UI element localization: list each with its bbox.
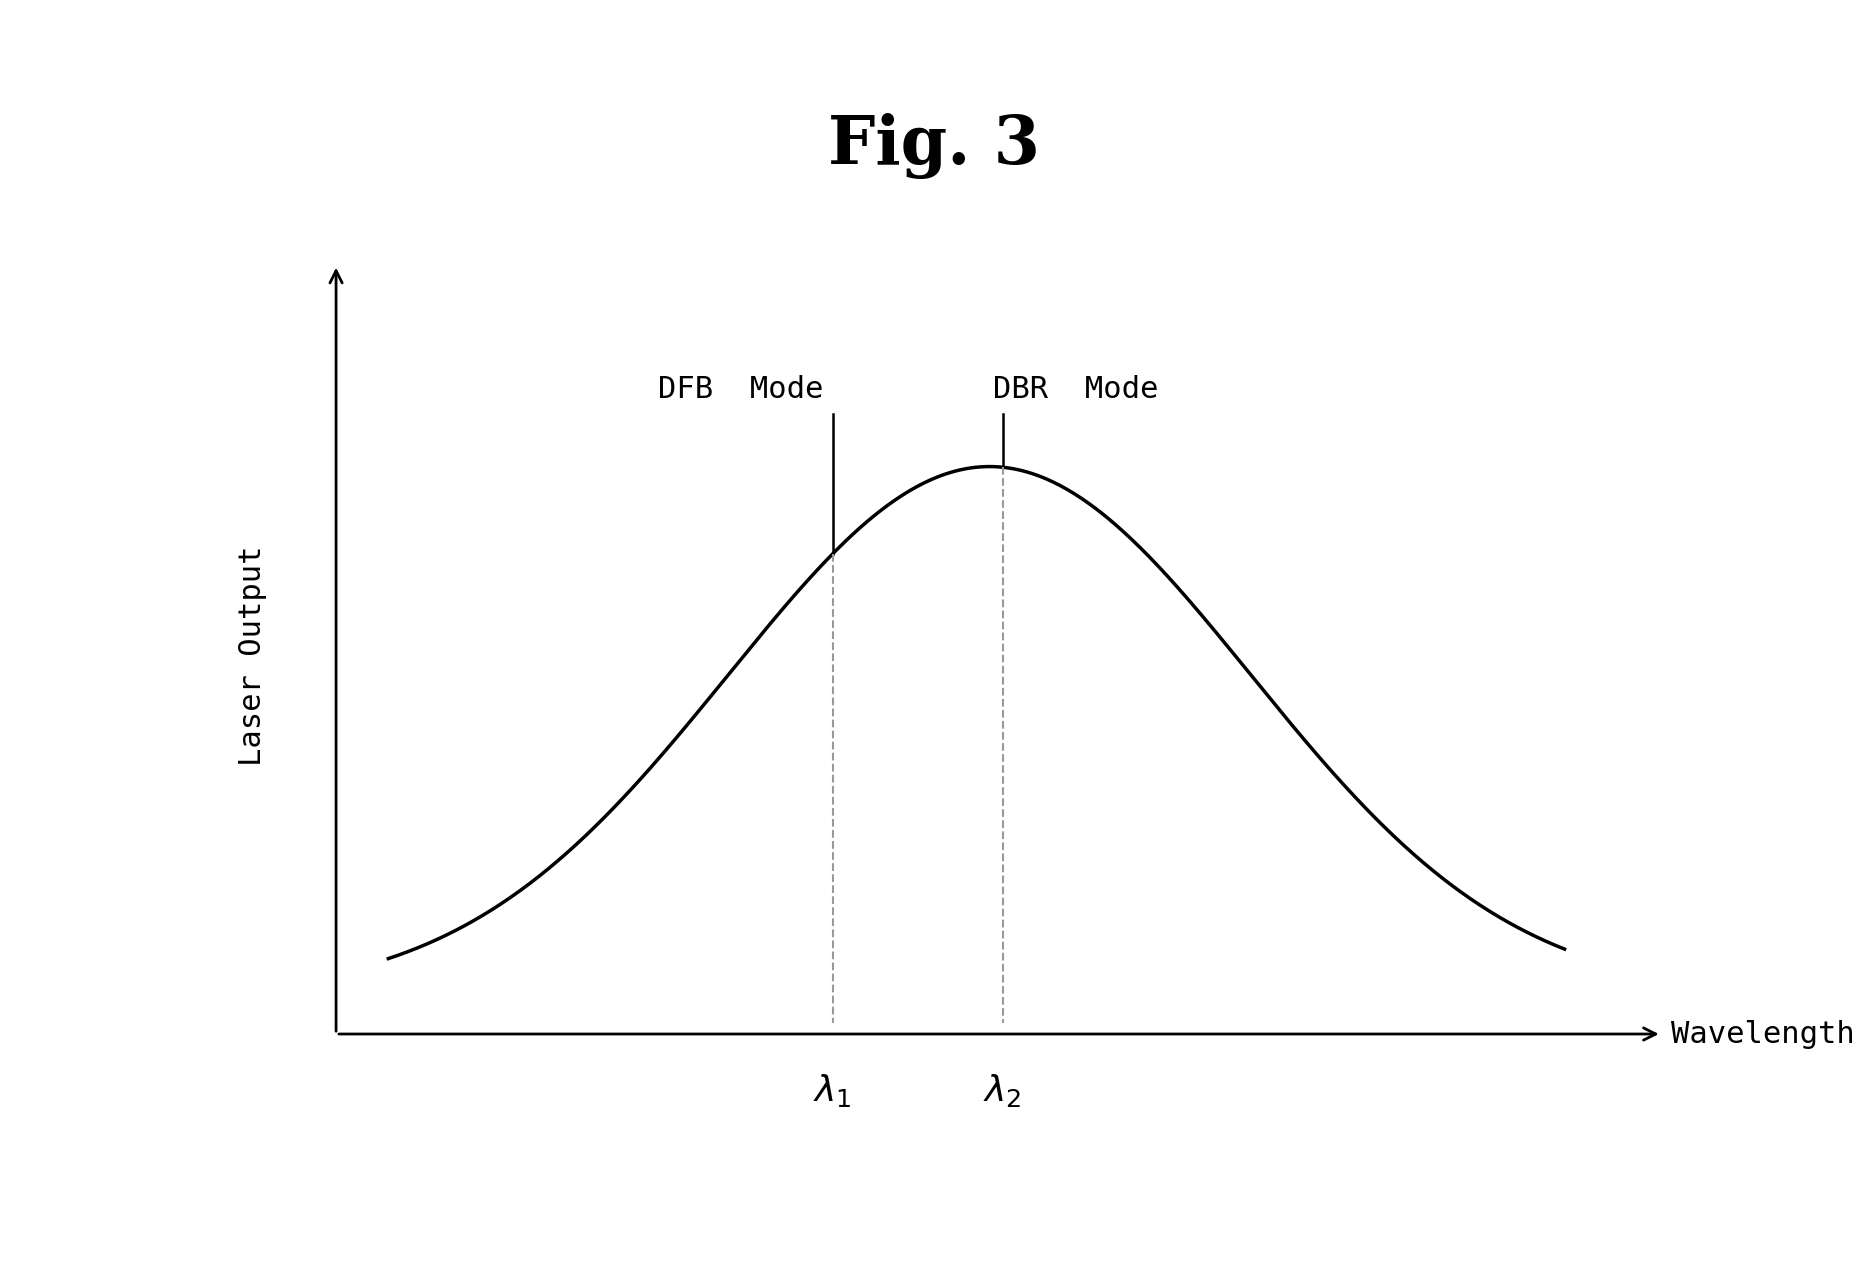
- Text: DFB  Mode: DFB Mode: [657, 375, 823, 404]
- Text: $\lambda_2$: $\lambda_2$: [984, 1072, 1021, 1108]
- Text: Fig. 3: Fig. 3: [827, 113, 1040, 179]
- Text: DBR  Mode: DBR Mode: [993, 375, 1159, 404]
- Text: Laser Output: Laser Output: [237, 546, 267, 765]
- Text: $\lambda_1$: $\lambda_1$: [814, 1072, 851, 1108]
- Text: Wavelength: Wavelength: [1671, 1020, 1854, 1048]
